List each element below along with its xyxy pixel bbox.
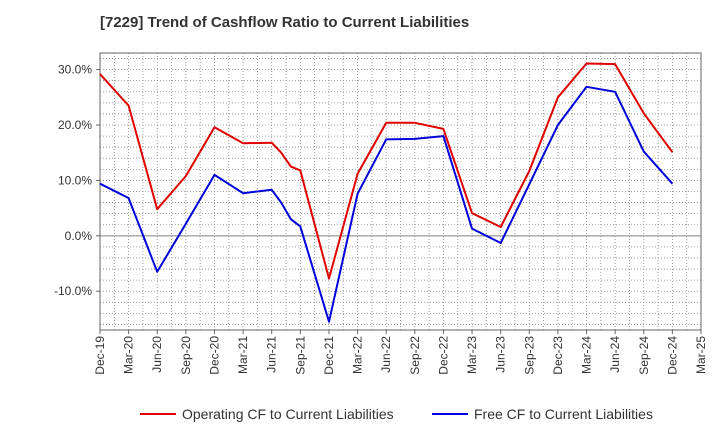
chart-title: [7229] Trend of Cashflow Ratio to Curren… bbox=[100, 14, 470, 31]
x-tick-label: Mar-21 bbox=[236, 336, 250, 374]
x-tick-label: Jun-24 bbox=[608, 336, 622, 373]
series-line-free-cf bbox=[99, 85, 674, 323]
x-tick-label: Sep-23 bbox=[522, 336, 536, 375]
x-tick-label: Dec-20 bbox=[207, 336, 221, 375]
x-tick-label: Mar-25 bbox=[694, 336, 708, 374]
x-tick-label: Dec-23 bbox=[551, 336, 565, 375]
x-tick-label: Dec-21 bbox=[322, 336, 336, 375]
x-tick-label: Mar-22 bbox=[351, 336, 365, 374]
series-line-operating-cf bbox=[99, 62, 674, 280]
x-tick-label: Sep-22 bbox=[408, 336, 422, 375]
x-tick-label: Sep-24 bbox=[637, 336, 651, 375]
y-tick-label: -10.0% bbox=[54, 284, 92, 298]
x-tick-label: Mar-24 bbox=[580, 336, 594, 374]
legend-label: Operating CF to Current Liabilities bbox=[182, 406, 394, 422]
plot-area bbox=[99, 52, 702, 331]
x-tick-label: Jun-23 bbox=[494, 336, 508, 373]
legend-label: Free CF to Current Liabilities bbox=[474, 406, 653, 422]
y-tick-label: 0.0% bbox=[65, 229, 93, 243]
y-tick-label: 10.0% bbox=[58, 173, 92, 187]
x-tick-label: Dec-24 bbox=[665, 336, 679, 375]
y-tick-label: 20.0% bbox=[58, 118, 92, 132]
x-tick-label: Sep-21 bbox=[293, 336, 307, 375]
x-tick-label: Dec-19 bbox=[93, 336, 107, 375]
x-tick-label: Sep-20 bbox=[179, 336, 193, 375]
x-tick-label: Jun-22 bbox=[379, 336, 393, 373]
x-tick-label: Dec-22 bbox=[436, 336, 450, 375]
x-tick-label: Jun-20 bbox=[150, 336, 164, 373]
x-tick-label: Jun-21 bbox=[265, 336, 279, 373]
x-tick-label: Mar-23 bbox=[465, 336, 479, 374]
x-tick-label: Mar-20 bbox=[122, 336, 136, 374]
y-tick-label: 30.0% bbox=[58, 63, 92, 77]
